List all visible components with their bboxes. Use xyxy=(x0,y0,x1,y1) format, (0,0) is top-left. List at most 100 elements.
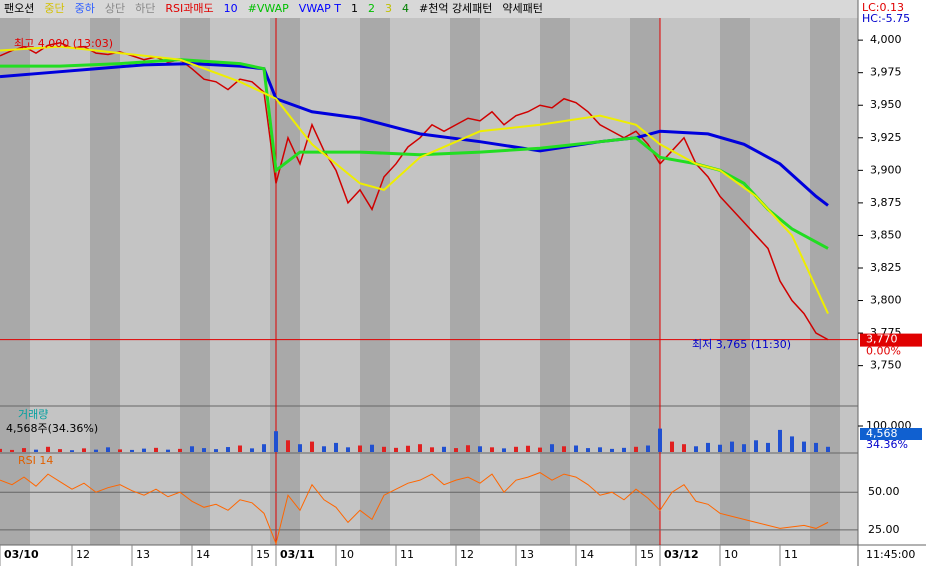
volume-bar xyxy=(262,444,266,452)
volume-bar xyxy=(334,442,338,452)
x-tick-label: 03/12 xyxy=(664,548,699,561)
volume-bar xyxy=(58,449,62,452)
x-tick-label: 11 xyxy=(784,548,798,561)
shade-band xyxy=(390,18,420,545)
shade-band xyxy=(780,18,810,545)
volume-bar xyxy=(490,447,494,452)
volume-bar xyxy=(442,446,446,452)
volume-bar xyxy=(514,446,518,452)
x-tick-label: 14 xyxy=(196,548,210,561)
volume-bar xyxy=(394,447,398,452)
volume-info: 4,568주(34.36%) xyxy=(6,422,98,435)
current-price-box xyxy=(860,333,922,347)
volume-bar xyxy=(478,446,482,452)
volume-bar xyxy=(754,440,758,452)
volume-bar xyxy=(22,448,26,452)
hc-label: HC:-5.75 xyxy=(862,12,910,25)
volume-bar xyxy=(778,429,782,452)
volume-bar xyxy=(730,441,734,452)
volume-bar xyxy=(130,449,134,452)
volume-bar xyxy=(10,449,14,452)
volume-bar xyxy=(46,446,50,452)
shade-band xyxy=(450,18,480,545)
volume-bar xyxy=(610,448,614,452)
volume-bar xyxy=(166,449,170,452)
toolbar-item: RSI과매도 xyxy=(165,2,213,15)
y-tick-label: 3,825 xyxy=(870,261,902,274)
volume-bar xyxy=(574,445,578,452)
shade-band xyxy=(60,18,90,545)
volume-bar xyxy=(406,445,410,452)
volume-bar xyxy=(670,441,674,452)
panel-title: RSI 14 xyxy=(18,454,53,467)
lc-label: LC:0.13 xyxy=(862,1,904,14)
toolbar-item: 중단 xyxy=(44,2,64,15)
toolbar-item: #VWAP xyxy=(248,2,290,15)
shade-band xyxy=(690,18,720,545)
volume-bar xyxy=(298,444,302,452)
volume-bar xyxy=(658,428,662,452)
y-tick-label: 3,925 xyxy=(870,131,902,144)
volume-bar xyxy=(454,448,458,452)
shade-band xyxy=(210,18,240,545)
shade-band xyxy=(120,18,150,545)
volume-bar xyxy=(562,446,566,452)
shade-band xyxy=(600,18,630,545)
toolbar-item: 4 xyxy=(402,2,409,15)
low-label: 최저 3,765 (11:30) xyxy=(692,338,791,351)
x-tick-label: 13 xyxy=(520,548,534,561)
volume-bar xyxy=(538,447,542,452)
shade-band xyxy=(30,18,60,545)
x-tick-label: 10 xyxy=(340,548,354,561)
toolbar xyxy=(0,0,858,18)
volume-bar xyxy=(94,449,98,452)
volume-bar xyxy=(682,444,686,452)
volume-bar xyxy=(550,444,554,452)
panel-title: 거래량 xyxy=(18,408,48,421)
toolbar-item: VWAP T xyxy=(299,2,341,15)
toolbar-item: 하단 xyxy=(135,1,155,15)
y-tick-label: 3,875 xyxy=(870,196,902,209)
volume-bar xyxy=(0,448,2,452)
series-line xyxy=(0,62,829,207)
volume-bar xyxy=(214,449,218,452)
x-tick-label: 03/11 xyxy=(280,548,315,561)
x-tick-label: 10 xyxy=(724,548,738,561)
shade-band xyxy=(480,18,510,545)
y-tick-label: 3,900 xyxy=(870,163,902,176)
toolbar-item: 중하 xyxy=(75,1,95,15)
shade-band xyxy=(360,18,390,545)
shade-band xyxy=(90,18,120,545)
volume-bar xyxy=(106,447,110,452)
volume-bar xyxy=(34,449,38,452)
volume-bar xyxy=(826,446,830,452)
series-line xyxy=(0,58,829,250)
volume-bar xyxy=(370,444,374,452)
axis-area xyxy=(858,0,926,566)
volume-bar xyxy=(118,449,122,452)
toolbar-item: 약세패턴 xyxy=(502,1,542,15)
x-tick-label: 15 xyxy=(256,548,270,561)
high-label: 최고 4,000 (13:03) xyxy=(14,37,113,50)
y-tick-label: 3,850 xyxy=(870,228,902,241)
x-tick-label: 13 xyxy=(136,548,150,561)
x-tick-label: 15 xyxy=(640,548,654,561)
x-tick-label: 11 xyxy=(400,548,414,561)
volume-bar xyxy=(718,444,722,452)
volume-bar xyxy=(142,448,146,452)
volume-bar xyxy=(250,448,254,452)
shade-band xyxy=(420,18,450,545)
y-tick-label: 50.00 xyxy=(868,485,900,498)
volume-bar xyxy=(622,447,626,452)
current-price: 3,770 xyxy=(866,333,898,346)
volume-bar xyxy=(382,446,386,452)
toolbar-item: 1 xyxy=(351,2,358,15)
volume-bar xyxy=(190,446,194,452)
volume-bar xyxy=(502,448,506,452)
shade-band xyxy=(150,18,180,545)
volume-bar xyxy=(706,442,710,452)
volume-bar xyxy=(226,447,230,452)
series-line xyxy=(0,45,829,314)
volume-bar xyxy=(526,445,530,452)
volume-bar xyxy=(430,447,434,452)
